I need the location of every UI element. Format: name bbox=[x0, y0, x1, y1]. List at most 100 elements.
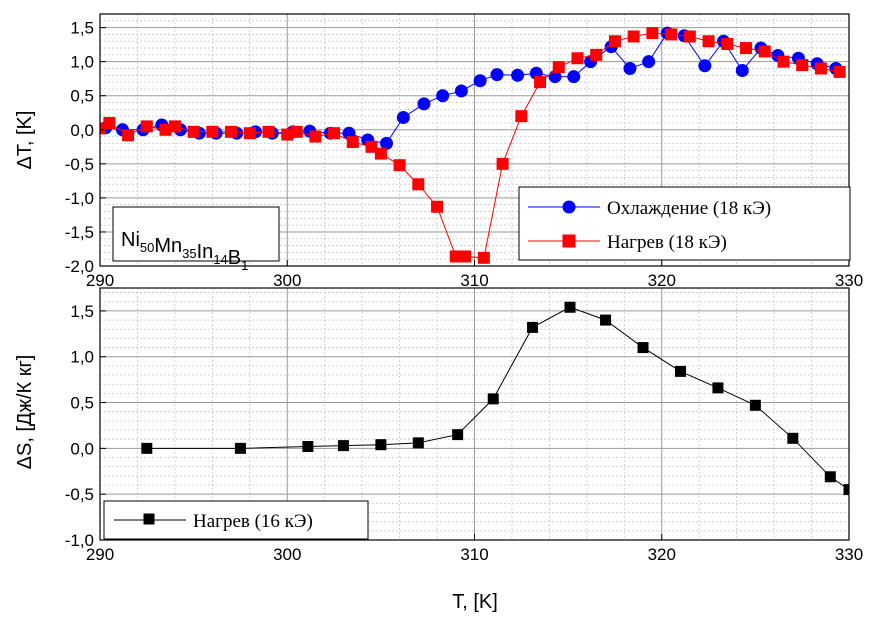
legend-cooling-label: Охлаждение (18 кЭ) bbox=[607, 198, 771, 219]
top-data-point bbox=[497, 158, 509, 170]
bottom-data-point bbox=[825, 471, 836, 482]
top-data-point bbox=[328, 127, 340, 139]
top-data-point bbox=[291, 126, 303, 138]
compound-element: B bbox=[228, 247, 241, 269]
top-x-tick-label: 300 bbox=[273, 271, 301, 290]
compound-subscript: 50 bbox=[140, 240, 154, 255]
top-x-tick-label: 330 bbox=[835, 271, 863, 290]
top-data-point bbox=[474, 74, 487, 87]
bottom-data-point bbox=[750, 400, 761, 411]
top-data-point bbox=[698, 59, 711, 72]
top-data-point bbox=[169, 120, 181, 132]
top-y-tick-label: 0,0 bbox=[70, 121, 94, 140]
compound-element: Ni bbox=[121, 229, 140, 251]
top-data-point bbox=[553, 61, 565, 73]
bottom-y-tick-label: 1,0 bbox=[70, 348, 94, 367]
top-y-tick-label: -1,0 bbox=[65, 189, 94, 208]
bottom-data-point bbox=[787, 433, 798, 444]
top-y-tick-label: 1,0 bbox=[70, 53, 94, 72]
top-data-point bbox=[571, 52, 583, 64]
top-y-tick-label: -2,0 bbox=[65, 257, 94, 276]
top-data-point bbox=[309, 131, 321, 143]
bottom-data-point bbox=[302, 441, 313, 452]
bottom-data-point bbox=[141, 443, 152, 454]
top-data-point bbox=[759, 45, 771, 57]
bottom-data-point bbox=[527, 322, 538, 333]
top-data-point bbox=[225, 126, 237, 138]
bottom-data-point bbox=[413, 437, 424, 448]
top-legend: Охлаждение (18 кЭ) Нагрев (18 кЭ) bbox=[519, 187, 850, 260]
top-data-point bbox=[394, 159, 406, 171]
compound-subscript: 14 bbox=[213, 252, 227, 267]
bottom-y-tick-label: 0,0 bbox=[70, 439, 94, 458]
legend-heating16-marker bbox=[144, 514, 155, 525]
top-data-point bbox=[590, 49, 602, 61]
top-data-point bbox=[665, 28, 677, 40]
top-data-point bbox=[397, 111, 410, 124]
bottom-y-tick-label: 1,5 bbox=[70, 302, 94, 321]
legend-heating-marker bbox=[563, 235, 576, 248]
top-data-point bbox=[796, 59, 808, 71]
top-data-point bbox=[703, 35, 715, 47]
top-y-tick-label: -1,5 bbox=[65, 223, 94, 242]
bottom-x-tick-label: 330 bbox=[835, 545, 863, 564]
top-data-point bbox=[834, 66, 846, 78]
bottom-data-point bbox=[338, 440, 349, 451]
top-x-tick-label: 310 bbox=[460, 271, 488, 290]
top-data-point bbox=[646, 27, 658, 39]
top-data-point bbox=[103, 117, 115, 129]
top-data-point bbox=[740, 42, 752, 54]
top-data-point bbox=[777, 56, 789, 68]
bottom-data-point bbox=[235, 443, 246, 454]
bottom-data-point bbox=[600, 315, 611, 326]
top-data-point bbox=[436, 89, 449, 102]
top-data-point bbox=[122, 129, 134, 141]
bottom-data-point bbox=[452, 429, 463, 440]
bottom-data-point bbox=[564, 302, 575, 313]
top-data-point bbox=[721, 38, 733, 50]
bottom-y-axis-title: ΔS, [Дж/К кг] bbox=[14, 355, 36, 470]
top-data-point bbox=[375, 148, 387, 160]
top-y-tick-label: 0,5 bbox=[70, 87, 94, 106]
top-y-tick-label: 1,5 bbox=[70, 19, 94, 38]
bottom-x-tick-label: 310 bbox=[460, 545, 488, 564]
top-data-point bbox=[609, 35, 621, 47]
compound-subscript: 35 bbox=[182, 246, 196, 261]
top-data-point bbox=[511, 69, 524, 82]
top-x-tick-label: 320 bbox=[648, 271, 676, 290]
top-data-point bbox=[478, 252, 490, 264]
bottom-data-point bbox=[675, 366, 686, 377]
x-axis-title: T, [K] bbox=[452, 591, 498, 613]
bottom-legend: Нагрев (16 кЭ) bbox=[104, 501, 368, 539]
top-data-point bbox=[347, 136, 359, 148]
bottom-data-point bbox=[375, 439, 386, 450]
top-y-tick-label: -0,5 bbox=[65, 155, 94, 174]
top-data-point bbox=[244, 127, 256, 139]
bottom-y-tick-label: -1,0 bbox=[65, 531, 94, 550]
top-data-point bbox=[642, 55, 655, 68]
legend-heating16-label: Нагрев (16 кЭ) bbox=[193, 511, 313, 532]
bottom-y-tick-label: -0,5 bbox=[65, 485, 94, 504]
top-data-point bbox=[412, 178, 424, 190]
top-data-point bbox=[623, 62, 636, 75]
top-data-point bbox=[263, 126, 275, 138]
top-data-point bbox=[206, 126, 218, 138]
top-data-point bbox=[567, 70, 580, 83]
top-data-point bbox=[141, 120, 153, 132]
top-data-point bbox=[490, 68, 503, 81]
top-data-point bbox=[455, 84, 468, 97]
top-data-point bbox=[815, 62, 827, 74]
bottom-data-point bbox=[712, 382, 723, 393]
top-data-point bbox=[188, 126, 200, 138]
top-data-point bbox=[515, 110, 527, 122]
bottom-data-point bbox=[488, 393, 499, 404]
top-data-point bbox=[534, 76, 546, 88]
legend-cooling-marker bbox=[563, 201, 576, 214]
compound-element: Mn bbox=[154, 235, 182, 257]
top-data-point bbox=[628, 30, 640, 42]
bottom-x-tick-label: 320 bbox=[648, 545, 676, 564]
top-data-point bbox=[736, 64, 749, 77]
legend-heating-label: Нагрев (18 кЭ) bbox=[607, 232, 727, 253]
top-data-point bbox=[684, 30, 696, 42]
